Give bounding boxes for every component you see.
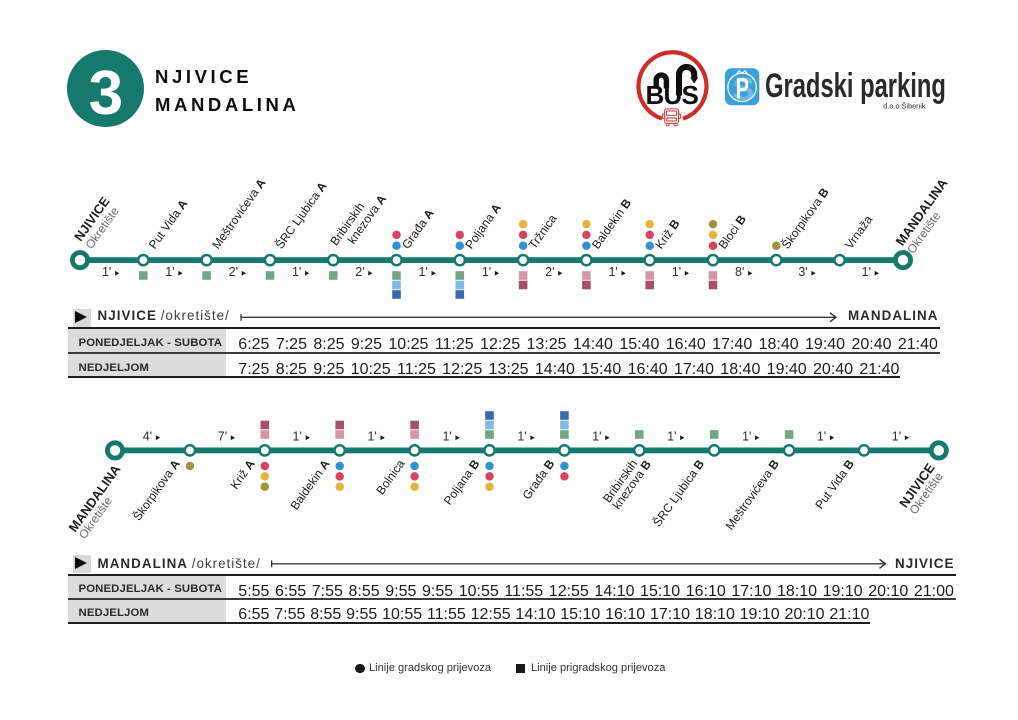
svg-text:Tržnica: Tržnica bbox=[526, 211, 560, 251]
svg-text:1': 1' bbox=[672, 265, 681, 279]
svg-text:3': 3' bbox=[798, 265, 807, 279]
svg-text:Križ B: Križ B bbox=[652, 217, 683, 252]
svg-text:1': 1' bbox=[293, 429, 302, 443]
svg-text:7': 7' bbox=[218, 429, 227, 443]
svg-text:1': 1' bbox=[892, 429, 901, 443]
svg-text:Vrnaža: Vrnaža bbox=[842, 213, 875, 252]
svg-text:Građa B: Građa B bbox=[520, 457, 558, 502]
svg-text:1': 1' bbox=[102, 265, 111, 279]
svg-text:1': 1' bbox=[482, 265, 491, 279]
svg-text:Bloci B: Bloci B bbox=[716, 212, 750, 251]
svg-text:2': 2' bbox=[229, 265, 238, 279]
svg-text:Poljana B: Poljana B bbox=[441, 457, 483, 508]
svg-text:8': 8' bbox=[735, 265, 744, 279]
svg-text:d.o.o.Šibenik: d.o.o.Šibenik bbox=[883, 102, 926, 111]
svg-text:1': 1' bbox=[418, 265, 427, 279]
svg-text:Gradski parking: Gradski parking bbox=[765, 67, 946, 105]
svg-text:BUS: BUS bbox=[646, 80, 699, 110]
svg-text:Put Vida A: Put Vida A bbox=[146, 197, 191, 252]
svg-text:Križ A: Križ A bbox=[227, 457, 258, 492]
svg-text:1': 1' bbox=[367, 429, 376, 443]
svg-text:1': 1' bbox=[165, 265, 174, 279]
svg-text:S: S bbox=[733, 71, 754, 107]
svg-text:Put Vida B: Put Vida B bbox=[812, 457, 857, 512]
svg-text:Građa A: Građa A bbox=[399, 206, 437, 251]
svg-text:4': 4' bbox=[143, 429, 152, 443]
svg-text:Škorpikova A: Škorpikova A bbox=[129, 456, 183, 523]
svg-text:ŠRC Ljubica B: ŠRC Ljubica B bbox=[649, 456, 707, 529]
svg-text:P: P bbox=[736, 73, 749, 106]
svg-text:1': 1' bbox=[292, 265, 301, 279]
svg-text:2': 2' bbox=[545, 265, 554, 279]
svg-text:1': 1' bbox=[608, 265, 617, 279]
svg-text:Poljana A: Poljana A bbox=[462, 201, 504, 252]
svg-text:Bolnica: Bolnica bbox=[373, 457, 407, 497]
svg-text:Škorpikova B: Škorpikova B bbox=[778, 184, 832, 251]
svg-text:Baldekin A: Baldekin A bbox=[288, 457, 333, 513]
svg-text:Meštrovićeva A: Meštrovićeva A bbox=[209, 176, 269, 252]
svg-text:Baldekin B: Baldekin B bbox=[589, 196, 634, 252]
svg-text:1': 1' bbox=[862, 265, 871, 279]
svg-text:2': 2' bbox=[355, 265, 364, 279]
svg-text:1': 1' bbox=[742, 429, 751, 443]
svg-text:1': 1' bbox=[667, 429, 676, 443]
svg-text:1': 1' bbox=[442, 429, 451, 443]
svg-text:1': 1' bbox=[817, 429, 826, 443]
svg-text:Meštrovićeva B: Meštrovićeva B bbox=[723, 457, 783, 533]
svg-text:ŠRC Ljubica A: ŠRC Ljubica A bbox=[272, 178, 330, 251]
svg-text:1': 1' bbox=[517, 429, 526, 443]
svg-text:1': 1' bbox=[592, 429, 601, 443]
